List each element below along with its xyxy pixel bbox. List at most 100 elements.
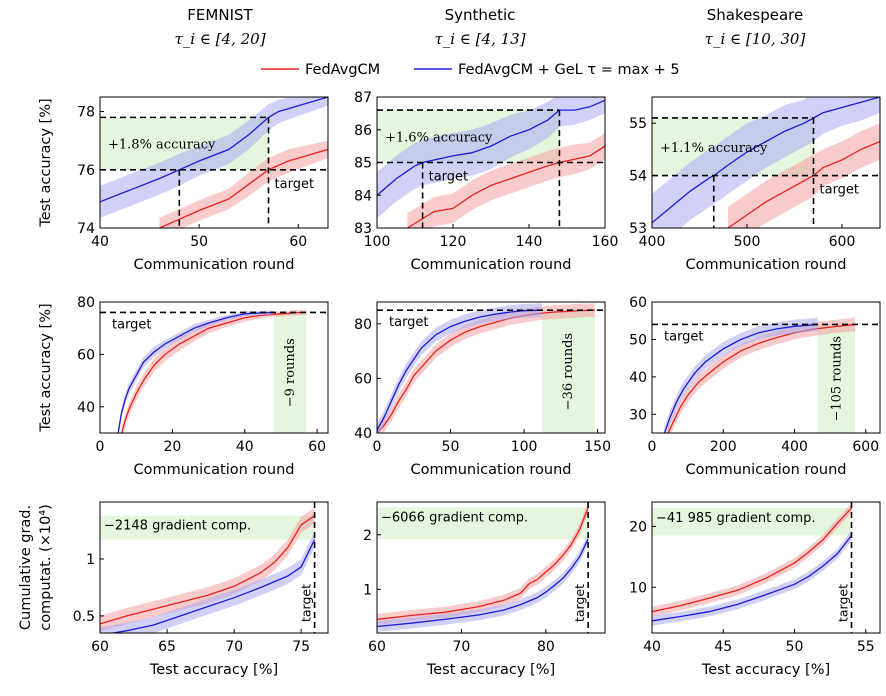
x-tick-label: 75 <box>292 639 310 655</box>
x-axis-label: Test accuracy [%] <box>701 662 830 678</box>
x-tick-label: 60 <box>289 234 307 250</box>
x-axis-label: Communication round <box>411 257 572 273</box>
plot-area: target −41 985 gradient comp. <box>652 502 853 633</box>
y-tick-label: 40 <box>77 400 95 416</box>
y-tick-label: 86 <box>354 123 372 139</box>
x-tick-label: 60 <box>91 639 109 655</box>
legend: FedAvgCM FedAvgCM + GeL τ = max + 5 <box>261 62 680 78</box>
plot-area: +1.8% accuracy target <box>100 97 328 228</box>
plot-area: target −6066 gradient comp. <box>377 502 589 633</box>
y-tick-label: 78 <box>77 105 95 121</box>
series-line-red <box>407 145 605 228</box>
accuracy-gain-label: +1.1% accuracy <box>660 141 768 156</box>
legend-label-fedavgcm: FedAvgCM <box>305 62 380 78</box>
y-tick-label: 1 <box>363 582 372 598</box>
column-subtitle-shakespeare: τ_i ∈ [10, 30] <box>704 30 806 48</box>
gradient-savings-box <box>652 508 852 536</box>
x-tick-label: 150 <box>584 439 611 455</box>
panel-r0-c0: +1.8% accuracy target 40 50 60 74 76 78 Communic… <box>77 96 329 273</box>
y-tick-label: 74 <box>77 221 95 237</box>
column-subtitle-synthetic: τ_i ∈ [4, 13] <box>434 30 526 48</box>
series-line-blue <box>100 97 328 203</box>
series-band-red <box>652 503 852 617</box>
y-tick-label: 53 <box>629 221 647 237</box>
rounds-saved-label: −105 rounds <box>829 336 844 422</box>
y-tick-label: 0.5 <box>73 609 95 625</box>
series-line-blue <box>377 309 542 431</box>
y-tick-label: 30 <box>629 407 647 423</box>
axes-frame <box>651 301 881 434</box>
column-subtitle-femnist: τ_i ∈ [4, 20] <box>174 30 266 48</box>
panel-r1-c0: target −9 rounds 0 20 40 60 40 60 80 Communicatio… <box>77 295 329 478</box>
series-line-blue <box>117 311 274 433</box>
series-line-blue <box>652 97 880 224</box>
target-label: target <box>275 177 315 192</box>
series-band-blue <box>652 97 880 228</box>
y-tick-label: 84 <box>354 188 372 204</box>
axes-frame <box>651 501 881 634</box>
series-line-blue <box>663 323 818 433</box>
x-tick-label: 70 <box>453 639 471 655</box>
y-tick-label: 1 <box>86 552 95 568</box>
series-line-red <box>100 515 315 625</box>
y-tick-label: 60 <box>354 371 372 387</box>
panel-r2-c2: target −41 985 gradient comp. 40 45 50 55 10 20… <box>629 501 881 678</box>
column-title-synthetic: Synthetic <box>444 6 516 24</box>
series-band-blue <box>377 97 605 219</box>
y-tick-label: 55 <box>629 116 647 132</box>
series-line-blue <box>377 99 605 196</box>
x-tick-label: 0 <box>96 439 105 455</box>
panels: Test accuracy [%] Test accuracy [%] Cumula… <box>18 90 881 678</box>
gradient-savings-box <box>100 515 315 540</box>
target-label: target <box>299 584 314 622</box>
plot-area: +1.6% accuracy target <box>377 97 605 228</box>
y-tick-label: 54 <box>629 169 647 185</box>
plot-area: +1.1% accuracy target <box>652 97 880 228</box>
rounds-saved-box <box>817 324 856 433</box>
y-tick-label: 80 <box>354 317 372 333</box>
x-tick-label: 55 <box>857 639 875 655</box>
series-line-blue <box>652 535 853 622</box>
x-axis-label: Communication round <box>134 462 295 478</box>
gradient-savings-label: −6066 gradient comp. <box>381 510 528 525</box>
y-tick-label: 40 <box>629 370 647 386</box>
series-band-red <box>100 507 315 632</box>
target-label: target <box>429 170 469 185</box>
target-label: target <box>836 584 851 622</box>
x-tick-label: 50 <box>190 234 208 250</box>
series-line-red <box>667 323 856 433</box>
x-tick-label: 140 <box>516 234 543 250</box>
y-tick-label: 87 <box>354 90 372 106</box>
series-band-blue <box>377 303 542 433</box>
axes-frame <box>376 301 606 434</box>
y-tick-label: 40 <box>354 426 372 442</box>
series-line-blue <box>377 538 589 628</box>
x-tick-label: 0 <box>648 439 657 455</box>
x-tick-label: 160 <box>592 234 619 250</box>
target-label: target <box>389 315 429 330</box>
accuracy-gain-label: +1.8% accuracy <box>108 138 216 153</box>
series-band-blue <box>377 533 589 632</box>
y-axis-label-row0: Test accuracy [%] <box>38 98 54 227</box>
x-tick-label: 500 <box>734 234 761 250</box>
x-tick-label: 400 <box>639 234 666 250</box>
axes-frame <box>99 301 329 434</box>
y-tick-label: 60 <box>629 295 647 311</box>
panel-r0-c1: +1.6% accuracy target 100 120 140 160 83 84 85 86… <box>354 90 619 273</box>
x-tick-label: 40 <box>236 439 254 455</box>
y-tick-label: 85 <box>354 156 372 172</box>
series-line-red <box>377 309 595 433</box>
target-label: target <box>664 329 704 344</box>
x-tick-label: 0 <box>373 439 382 455</box>
x-tick-label: 600 <box>852 439 879 455</box>
series-line-blue <box>109 539 316 633</box>
x-tick-label: 45 <box>714 639 732 655</box>
x-axis-label: Test accuracy [%] <box>426 662 555 678</box>
x-tick-label: 40 <box>643 639 661 655</box>
x-tick-label: 400 <box>781 439 808 455</box>
series-band-blue <box>664 317 818 433</box>
rounds-saved-box <box>541 310 595 433</box>
target-label: target <box>112 317 152 332</box>
panel-r2-c1: target −6066 gradient comp. 60 70 80 1 2 Test a… <box>363 501 606 678</box>
